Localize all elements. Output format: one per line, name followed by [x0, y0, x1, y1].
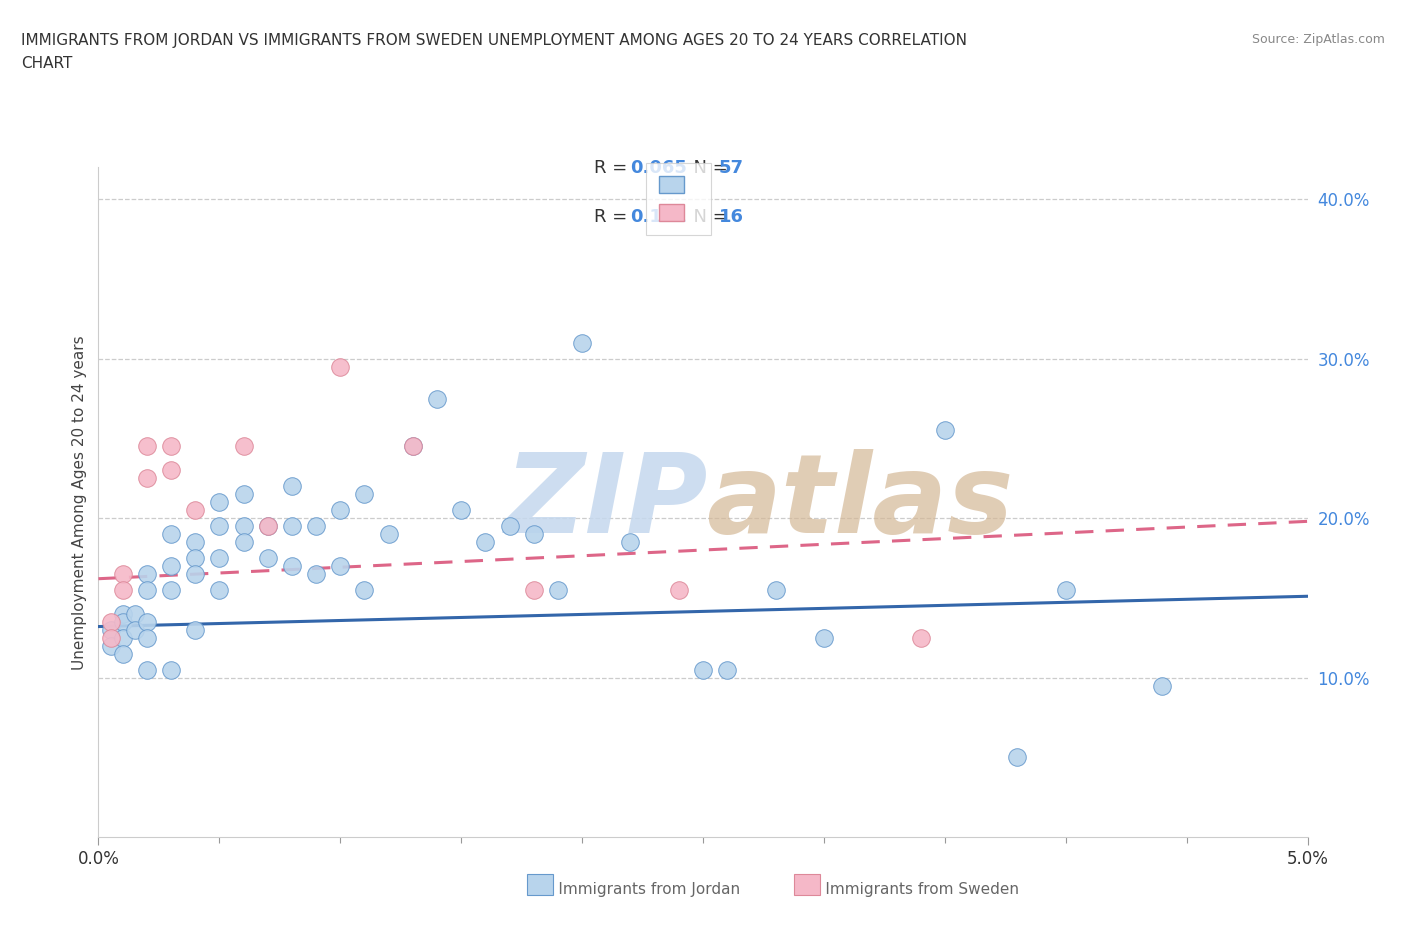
Point [353, 486, 375, 501]
Point [184, 503, 207, 518]
Point [111, 566, 134, 581]
Point [111, 582, 134, 597]
Text: 16: 16 [718, 207, 744, 226]
Point [571, 336, 593, 351]
Text: R =: R = [595, 159, 633, 177]
Text: 0.065: 0.065 [630, 159, 688, 177]
Point [135, 582, 157, 597]
Point [498, 519, 520, 534]
Point [813, 631, 835, 645]
Text: 57: 57 [718, 159, 744, 177]
Point [523, 526, 546, 541]
Point [135, 471, 157, 485]
FancyBboxPatch shape [527, 874, 553, 895]
Text: N =: N = [682, 159, 734, 177]
Point [281, 519, 304, 534]
Point [160, 463, 183, 478]
Point [100, 615, 122, 630]
Point [160, 526, 183, 541]
Point [232, 519, 254, 534]
Point [160, 559, 183, 574]
Text: N =: N = [682, 207, 734, 226]
Point [135, 631, 157, 645]
Text: Source: ZipAtlas.com: Source: ZipAtlas.com [1251, 33, 1385, 46]
Point [256, 519, 278, 534]
Point [281, 479, 304, 494]
Point [329, 503, 352, 518]
Point [135, 566, 157, 581]
Point [124, 622, 146, 637]
Text: 0.141: 0.141 [630, 207, 688, 226]
Point [256, 551, 278, 565]
Point [111, 615, 134, 630]
Point [160, 582, 183, 597]
Point [377, 526, 399, 541]
Point [281, 559, 304, 574]
Point [184, 622, 207, 637]
Text: Immigrants from Jordan: Immigrants from Jordan [534, 883, 741, 897]
Point [426, 392, 449, 406]
Point [208, 519, 231, 534]
Point [716, 662, 738, 677]
Text: CHART: CHART [21, 56, 73, 71]
Text: ZIP: ZIP [505, 448, 709, 556]
Point [135, 615, 157, 630]
Point [184, 566, 207, 581]
Point [160, 662, 183, 677]
Point [692, 662, 714, 677]
Point [208, 582, 231, 597]
Point [450, 503, 472, 518]
Point [353, 582, 375, 597]
Point [523, 582, 546, 597]
Point [232, 486, 254, 501]
Point [100, 622, 122, 637]
Point [474, 535, 496, 550]
Point [111, 631, 134, 645]
Point [547, 582, 569, 597]
Point [1152, 678, 1174, 693]
Text: Immigrants from Sweden: Immigrants from Sweden [801, 883, 1019, 897]
Point [305, 566, 328, 581]
Text: atlas: atlas [706, 448, 1014, 556]
Point [668, 582, 690, 597]
Legend: , : , [647, 163, 711, 235]
Point [184, 535, 207, 550]
Point [160, 439, 183, 454]
Point [934, 423, 956, 438]
Point [329, 559, 352, 574]
Y-axis label: Unemployment Among Ages 20 to 24 years: Unemployment Among Ages 20 to 24 years [72, 335, 87, 670]
Point [100, 631, 122, 645]
Point [1007, 750, 1029, 764]
Point [208, 551, 231, 565]
Point [111, 606, 134, 621]
Point [100, 638, 122, 653]
Point [208, 495, 231, 510]
Point [232, 439, 254, 454]
Point [329, 359, 352, 374]
Point [910, 631, 932, 645]
Point [124, 606, 146, 621]
Point [1054, 582, 1077, 597]
Text: R =: R = [595, 207, 638, 226]
Point [135, 439, 157, 454]
Point [232, 535, 254, 550]
FancyBboxPatch shape [794, 874, 820, 895]
Point [111, 646, 134, 661]
Point [402, 439, 425, 454]
Point [256, 519, 278, 534]
Point [305, 519, 328, 534]
Point [619, 535, 641, 550]
Point [135, 662, 157, 677]
Text: IMMIGRANTS FROM JORDAN VS IMMIGRANTS FROM SWEDEN UNEMPLOYMENT AMONG AGES 20 TO 2: IMMIGRANTS FROM JORDAN VS IMMIGRANTS FRO… [21, 33, 967, 47]
Point [402, 439, 425, 454]
Point [765, 582, 787, 597]
Point [184, 551, 207, 565]
